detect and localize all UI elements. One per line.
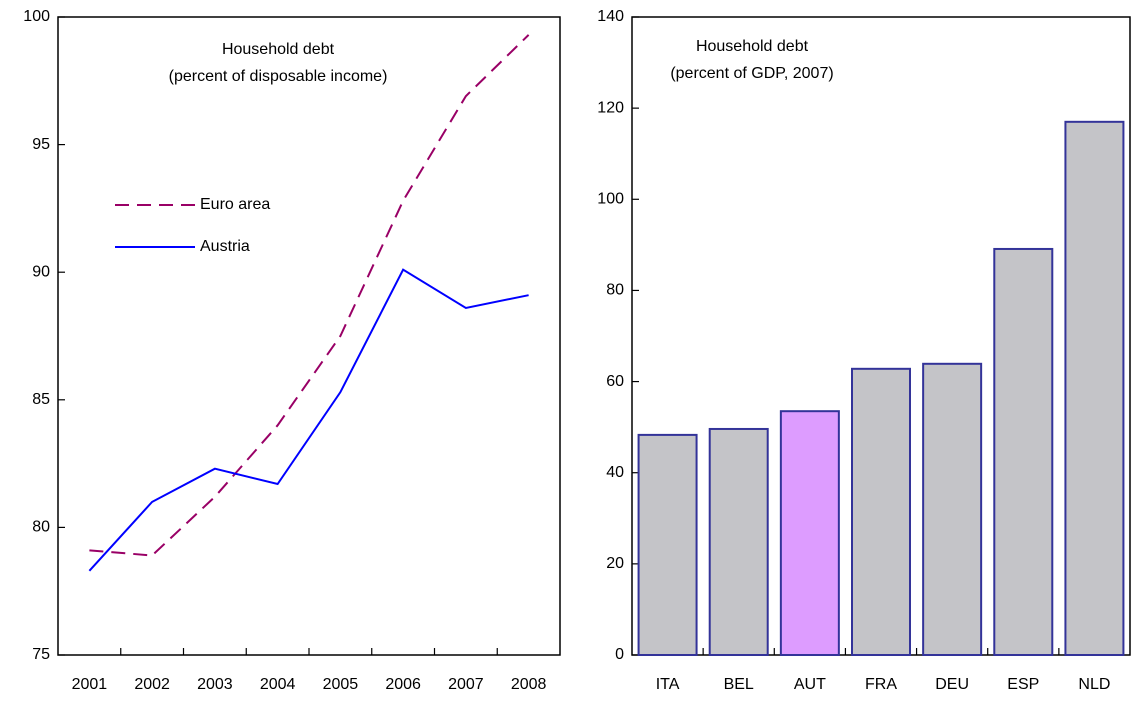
chart-subtitle: (percent of disposable income) (169, 68, 388, 85)
plot-frame (57, 16, 561, 656)
bar (637, 433, 698, 657)
x-tick-label: NLD (1078, 676, 1110, 693)
bar (922, 362, 983, 656)
legend-label: Euro area (200, 196, 270, 213)
bar (779, 410, 840, 657)
x-tick-label: 2002 (134, 676, 170, 693)
x-tick-label: BEL (724, 676, 754, 693)
chart-subtitle: (percent of GDP, 2007) (670, 65, 833, 82)
x-tick-label: 2001 (72, 676, 108, 693)
chart-title: Household debt (696, 38, 809, 55)
x-tick-label: DEU (935, 676, 969, 693)
x-tick-label: 2004 (260, 676, 296, 693)
x-tick-label: 2007 (448, 676, 484, 693)
y-tick-label: 80 (32, 519, 50, 536)
chart-title: Household debt (222, 41, 335, 58)
legend-label: Austria (200, 238, 250, 255)
x-tick-label: ITA (656, 676, 680, 693)
y-tick-label: 95 (32, 136, 50, 153)
y-tick-label: 75 (32, 646, 50, 663)
x-tick-label: ESP (1007, 676, 1039, 693)
x-tick-label: AUT (794, 676, 826, 693)
y-tick-label: 100 (23, 8, 50, 25)
y-tick-label: 120 (597, 99, 624, 116)
y-tick-label: 60 (606, 373, 624, 390)
x-tick-label: 2008 (511, 676, 547, 693)
line-series (88, 268, 529, 572)
y-tick-label: 80 (606, 282, 624, 299)
y-tick-label: 140 (597, 8, 624, 25)
y-tick-label: 85 (32, 391, 50, 408)
x-tick-label: 2006 (385, 676, 421, 693)
bar (1064, 120, 1125, 657)
bar (993, 247, 1054, 657)
y-tick-label: 20 (606, 555, 624, 572)
y-tick-label: 90 (32, 263, 50, 280)
y-tick-label: 40 (606, 464, 624, 481)
x-tick-label: 2005 (323, 676, 359, 693)
line-series (89, 34, 530, 557)
x-tick-label: 2003 (197, 676, 233, 693)
bar (708, 427, 769, 657)
bar (851, 367, 911, 656)
y-tick-label: 0 (615, 646, 624, 663)
y-tick-label: 100 (597, 191, 624, 208)
x-tick-label: FRA (865, 676, 897, 693)
